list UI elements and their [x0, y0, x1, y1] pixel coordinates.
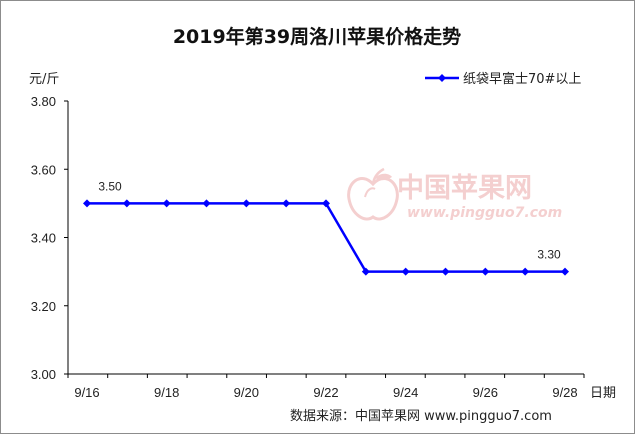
data-label: 3.30 — [537, 248, 561, 262]
watermark-url: www.pingguo7.com — [407, 205, 562, 221]
x-tick-label: 9/26 — [473, 385, 498, 400]
y-tick-label: 3.40 — [31, 231, 56, 246]
legend-marker-icon — [438, 74, 446, 82]
series-fuji — [83, 199, 569, 276]
y-tick-label: 3.20 — [31, 299, 56, 314]
apple-logo-icon — [347, 167, 399, 221]
watermark-text: 中国苹果网 — [397, 173, 532, 204]
y-axis-unit: 元/斤 — [29, 72, 59, 87]
data-point — [481, 267, 490, 276]
x-axis-unit: 日期 — [590, 386, 616, 401]
legend-label: 纸袋早富士70#以上 — [463, 71, 581, 87]
source-note: 数据来源：中国苹果网 www.pingguo7.com — [290, 409, 552, 424]
data-point — [361, 267, 370, 276]
y-tick-label: 3.00 — [31, 367, 56, 382]
data-point — [202, 199, 211, 208]
x-tick-label: 9/16 — [74, 385, 99, 400]
data-point — [242, 199, 251, 208]
x-tick-label: 9/22 — [313, 385, 338, 400]
y-tick-label: 3.80 — [31, 94, 56, 109]
x-tick-label: 9/20 — [234, 385, 259, 400]
y-tick-label: 3.60 — [31, 162, 56, 177]
x-tick-label: 9/28 — [552, 385, 577, 400]
data-point — [162, 199, 171, 208]
x-tick-label: 9/18 — [154, 385, 179, 400]
data-labels: 3.50 3.30 — [98, 179, 561, 261]
data-point — [401, 267, 410, 276]
data-point — [83, 199, 91, 208]
data-point — [561, 267, 569, 276]
data-point — [282, 199, 291, 208]
chart-title: 2019年第39周洛川苹果价格走势 — [173, 25, 461, 48]
data-label: 3.50 — [98, 179, 122, 193]
legend: 纸袋早富士70#以上 — [425, 71, 581, 87]
data-point — [441, 267, 450, 276]
data-point — [521, 267, 530, 276]
data-point — [122, 199, 131, 208]
watermark: 中国苹果网 www.pingguo7.com — [347, 167, 562, 221]
data-point — [322, 199, 330, 208]
y-axis-ticks: 3.00 3.20 3.40 3.60 3.80 — [31, 94, 68, 382]
x-tick-label: 9/24 — [393, 385, 418, 400]
x-axis-ticks: 9/16 9/18 9/20 9/22 9/24 9/26 9/28 — [67, 374, 585, 400]
